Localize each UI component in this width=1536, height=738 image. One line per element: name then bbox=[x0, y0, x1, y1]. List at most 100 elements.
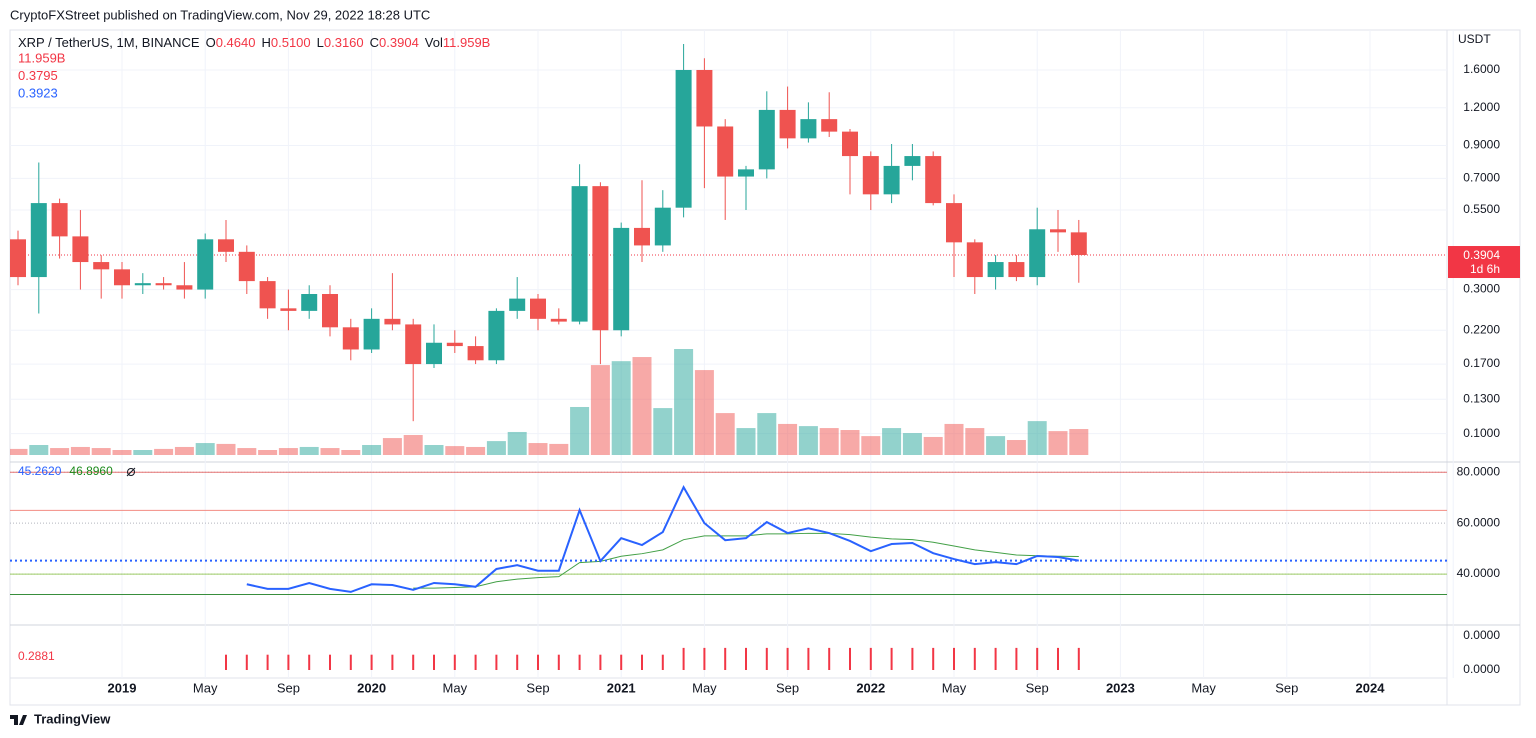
volume-bar bbox=[1069, 429, 1089, 455]
x-tick-label: 2022 bbox=[856, 680, 885, 695]
candle-body bbox=[613, 227, 630, 331]
candle-body bbox=[342, 327, 359, 350]
bottom-bar bbox=[849, 647, 851, 671]
countdown-label: 1d 6h bbox=[1470, 262, 1500, 276]
candle-body bbox=[1008, 262, 1025, 278]
volume-bar bbox=[715, 413, 735, 455]
bottom-bar bbox=[578, 654, 581, 671]
candle-body bbox=[259, 281, 276, 309]
volume-bar bbox=[10, 448, 28, 455]
candle-body bbox=[904, 156, 921, 166]
candle-body bbox=[654, 207, 671, 246]
bottom-bar bbox=[329, 654, 331, 671]
volume-bar bbox=[154, 448, 174, 455]
volume-bar bbox=[299, 446, 319, 455]
x-tick-label: Sep bbox=[526, 680, 549, 695]
volume-bar bbox=[403, 435, 423, 455]
volume-bar bbox=[965, 428, 985, 455]
y-tick-label: 0.9000 bbox=[1463, 138, 1500, 152]
bottom-bar bbox=[641, 654, 643, 671]
symbol-legend: XRP / TetherUS, 1M, BINANCE O0.4640 H0.510… bbox=[18, 35, 490, 50]
volume-bar bbox=[902, 433, 922, 455]
logo bbox=[10, 715, 27, 725]
volume-bar bbox=[278, 448, 298, 455]
bottom-bar bbox=[745, 647, 747, 671]
candle-body bbox=[30, 203, 47, 278]
volume-bar bbox=[216, 443, 236, 455]
volume-bar bbox=[466, 446, 486, 455]
hide-icon[interactable] bbox=[126, 467, 136, 477]
candle-body bbox=[862, 156, 879, 195]
volume-bar bbox=[424, 445, 444, 455]
volume-bar bbox=[923, 436, 943, 455]
rsi-tick-label: 40.0000 bbox=[1457, 566, 1501, 580]
volume-bar bbox=[819, 428, 839, 455]
volume-bar bbox=[382, 438, 402, 455]
volume-bar bbox=[632, 357, 652, 455]
bottom-tick-label: 0.0000 bbox=[1463, 628, 1500, 642]
candle-body bbox=[571, 186, 588, 322]
volume-bar bbox=[445, 446, 465, 455]
volume-bar bbox=[133, 450, 153, 455]
x-tick-label: 2021 bbox=[607, 680, 636, 695]
bottom-bar bbox=[953, 647, 955, 671]
bottom-bar bbox=[412, 654, 415, 671]
bottom-bar bbox=[245, 654, 248, 671]
x-tick-label: May bbox=[193, 680, 218, 695]
last-price-box bbox=[1448, 246, 1520, 279]
candle-body bbox=[821, 119, 838, 132]
bottom-bar bbox=[661, 654, 664, 671]
indicator-value: 0.3923 bbox=[18, 85, 58, 100]
ohlc-key: L bbox=[317, 35, 324, 50]
bottom-bar bbox=[516, 654, 519, 671]
x-tick-label: May bbox=[443, 680, 468, 695]
volume-bar bbox=[798, 426, 818, 455]
x-tick-label: Sep bbox=[776, 680, 799, 695]
volume-bar bbox=[29, 445, 49, 455]
y-tick-label: 0.1300 bbox=[1463, 391, 1500, 405]
logo-icon bbox=[10, 715, 27, 725]
candle-body bbox=[155, 283, 172, 286]
ohlc-key: Vol bbox=[425, 35, 443, 50]
y-tick-label: 0.7000 bbox=[1463, 171, 1500, 185]
bottom-bar bbox=[1057, 647, 1059, 671]
candle-body bbox=[550, 318, 567, 322]
x-tick-label: 2024 bbox=[1356, 680, 1386, 695]
bottom-bar bbox=[474, 654, 477, 671]
bottom-bar bbox=[682, 647, 685, 671]
axes: 1.6000 1.2000 0.9000 0.7000 0.5500 0.3000 0.22… bbox=[1448, 62, 1520, 676]
candle-body bbox=[717, 126, 734, 177]
volume-bar bbox=[341, 450, 361, 455]
bottom-bar bbox=[557, 654, 560, 671]
bottom-bar bbox=[994, 647, 997, 671]
x-tick-label: 2020 bbox=[357, 680, 386, 695]
candle-body bbox=[134, 283, 151, 286]
x-tick-label: May bbox=[942, 680, 967, 695]
volume-bar bbox=[549, 443, 569, 455]
bottom-bar bbox=[620, 654, 623, 671]
indicator-value: 11.959B bbox=[18, 50, 65, 65]
y-tick-label: 0.1000 bbox=[1463, 426, 1500, 440]
x-tick-label: May bbox=[1191, 680, 1216, 695]
volume-bar bbox=[694, 370, 714, 455]
bottom-bar bbox=[225, 654, 227, 671]
bottom-bar bbox=[724, 647, 727, 671]
candle-body bbox=[488, 310, 505, 361]
rsi-tick-label: 60.0000 bbox=[1457, 515, 1501, 529]
icon-slash bbox=[126, 467, 136, 477]
volume-bar bbox=[1027, 421, 1047, 455]
candle-body bbox=[467, 346, 484, 361]
symbol-title: XRP / TetherUS, 1M, BINANCE bbox=[18, 35, 200, 50]
candle-body bbox=[696, 69, 713, 127]
bottom-bar bbox=[765, 647, 768, 671]
candle-body bbox=[301, 294, 318, 311]
grid bbox=[10, 30, 1454, 678]
bottom-bar bbox=[537, 654, 539, 671]
volume-bar bbox=[653, 408, 673, 455]
volume-bar bbox=[1006, 440, 1026, 455]
candle-body bbox=[1029, 229, 1046, 278]
bottom-bar bbox=[495, 654, 498, 671]
candle-body bbox=[10, 239, 26, 278]
candle-body bbox=[405, 324, 422, 365]
